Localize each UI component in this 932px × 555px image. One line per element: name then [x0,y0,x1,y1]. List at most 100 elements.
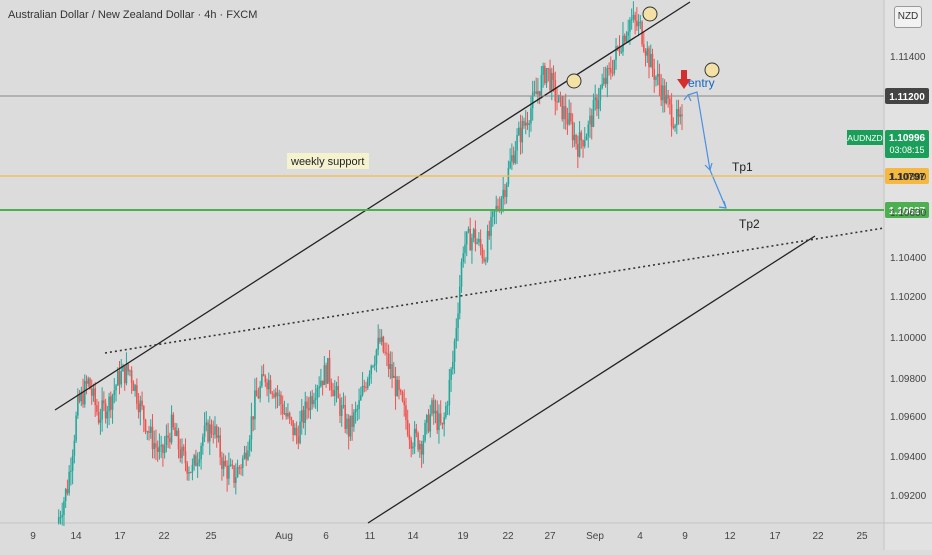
candle-body [153,443,156,450]
candle-body [406,420,409,435]
candle-body [667,94,669,99]
dotted-trend-line[interactable] [104,227,885,354]
candle-body [608,67,610,69]
candle-body [77,394,79,416]
symbol-badge [847,130,883,145]
candle-body [240,467,242,469]
candle-body [455,328,458,342]
candle-body [493,211,496,213]
candle-body [490,216,492,236]
candle-body [236,467,239,478]
candle-body [212,433,215,435]
candle-body [373,363,376,366]
candle-body [129,370,131,372]
price-level-badge [885,88,929,104]
candle-body [441,422,444,425]
candle-body [165,435,168,446]
candle-body [354,409,357,413]
candle-body [644,51,647,56]
candle-body [340,405,343,416]
price-level-label: 1.10797 [889,172,926,183]
candle-body [156,447,159,452]
candle-body [101,400,103,420]
candle-body [391,364,393,378]
candle-body [622,35,624,52]
candle-body [224,460,227,466]
chart-title: Australian Dollar / New Zealand Dollar ·… [8,9,258,21]
currency-badge[interactable]: NZD [894,6,922,28]
candle-body [601,83,603,89]
price-level-label: 1.10627 [889,206,926,217]
candle-body [434,410,437,414]
candle-body [353,412,355,427]
x-tick-label: 25 [205,531,217,542]
candle-body [665,94,668,104]
candle-body [113,390,116,396]
candle-body [148,431,150,433]
candle-body [66,489,69,494]
current-price-label: 1.10996 [889,133,926,144]
candle-body [561,96,564,120]
candle-body [356,408,359,410]
y-tick-label: 1.10800 [890,172,927,183]
candle-body [526,122,529,126]
candle-body [413,428,416,447]
candle-body [172,414,175,428]
price-level-label: 1.11200 [889,92,925,103]
candle-body [203,425,206,437]
candle-body [278,394,281,396]
candle-body [415,428,418,434]
candle-body [321,380,324,385]
candle-body [78,394,81,402]
candle-body [151,426,154,450]
candle-body [191,464,194,473]
candle-body [320,380,322,387]
candle-body [570,112,572,122]
candle-body [257,396,260,399]
candle-body [372,365,374,367]
candle-body [307,408,310,411]
candle-body [394,375,397,396]
time-axis[interactable]: 9 14 17 22 25 Aug 6 11 14 19 22 27 Sep 4 9 12 17 22 25 [30,531,868,542]
candle-body [300,410,303,422]
candle-body [497,205,499,209]
candle-body [174,427,176,436]
candle-body [636,20,638,27]
candle-body [188,472,190,474]
channel-upper-line[interactable] [54,1,691,411]
candle-body [274,392,277,398]
candle-body [427,415,430,432]
candle-body [675,108,678,126]
candle-body [542,65,544,75]
candle-body [269,380,272,394]
candle-body [123,366,126,384]
candle-body [141,400,143,407]
x-tick-label: 19 [457,531,469,542]
candle-body [611,72,614,74]
candle-body [160,444,162,447]
channel-lower-line[interactable] [367,235,816,524]
x-tick-label: 14 [407,531,419,542]
candle-body [469,228,471,251]
candle-body [615,46,617,60]
candle-body [80,391,83,402]
candle-body [462,253,465,262]
candle-body [281,404,284,414]
candle-body [325,365,327,384]
candle-body [571,121,574,141]
candle-body [115,385,117,391]
candle-body [410,439,412,449]
candle-body [375,349,378,364]
candle-body [252,416,254,420]
candle-body [139,400,142,413]
price-axis[interactable]: 1.11400 1.10800 1.10600 1.10400 1.10200 1.100… [890,52,927,502]
candle-body [625,35,628,42]
candle-body [259,386,261,399]
candle-body [656,73,659,77]
candle-body [485,260,487,262]
entry-label: entry [688,76,715,90]
candle-body [653,68,656,80]
candle-body [342,405,345,407]
